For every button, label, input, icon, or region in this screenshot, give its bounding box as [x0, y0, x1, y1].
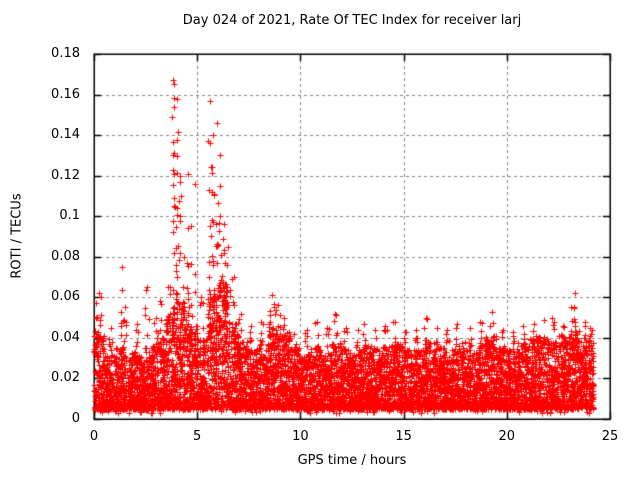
y-tick-label-0: 0	[71, 411, 80, 426]
y-tick-label-7: 0.14	[51, 127, 80, 143]
y-tick-label-1: 0.02	[51, 370, 80, 386]
x-tick-label-4: 20	[498, 429, 516, 444]
y-tick-label-2: 0.04	[51, 329, 80, 345]
y-tick-label-9: 0.18	[51, 46, 80, 61]
y-tick-label-3: 0.06	[51, 289, 80, 305]
y-tick-label-4: 0.08	[51, 248, 80, 264]
x-tick-label-2: 10	[292, 429, 309, 444]
y-tick-label-8: 0.16	[51, 86, 80, 102]
x-tick-label-5: 25	[601, 429, 619, 444]
x-tick-label-0: 0	[89, 429, 99, 444]
y-axis-label: ROTI / TECUs	[9, 193, 25, 279]
x-tick-label-3: 15	[395, 429, 412, 444]
x-axis-label: GPS time / hours	[297, 453, 407, 468]
y-tick-label-6: 0.12	[51, 167, 80, 183]
y-tick-label-5: 0.1	[59, 208, 80, 224]
x-tick-label-1: 5	[193, 429, 202, 444]
chart-title: Day 024 of 2021, Rate Of TEC Index for r…	[182, 13, 522, 28]
